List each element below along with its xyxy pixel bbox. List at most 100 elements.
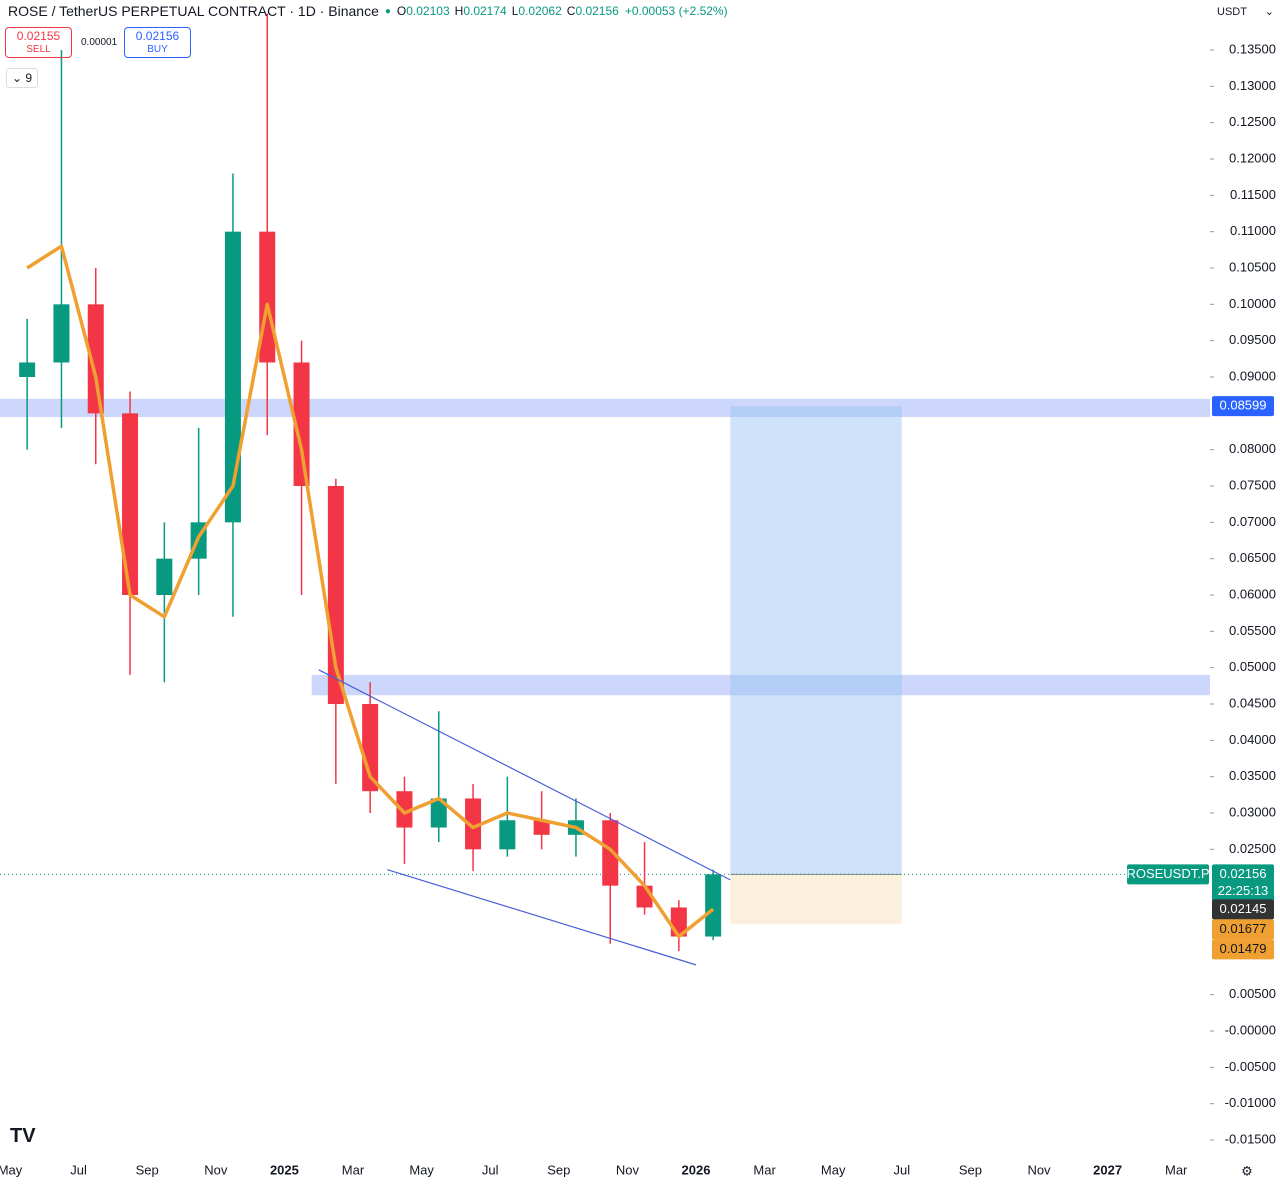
y-tick-label: 0.13000: [1229, 78, 1276, 93]
y-tick-label: 0.08000: [1229, 441, 1276, 456]
buy-button[interactable]: 0.02156 BUY: [124, 27, 191, 58]
candle-body: [499, 820, 516, 850]
chevron: ⌄: [1264, 6, 1274, 18]
trendline: [387, 869, 697, 966]
candle-body: [156, 558, 173, 595]
candle-body: [533, 820, 550, 835]
x-tick-label: Sep: [959, 1162, 982, 1177]
candle-body: [430, 798, 447, 828]
x-tick-label: Sep: [547, 1162, 570, 1177]
x-tick-label: 2026: [682, 1162, 711, 1177]
price-axis: [1210, 0, 1280, 1185]
price-tag: 0.02156: [1220, 866, 1267, 881]
x-tick-label: Mar: [753, 1162, 776, 1177]
y-tick-label: 0.12000: [1229, 150, 1276, 165]
x-tick-label: 2027: [1093, 1162, 1122, 1177]
ohlc-value: 0.02103: [406, 4, 450, 18]
y-tick-label: 0.06000: [1229, 586, 1276, 601]
y-tick-label: 0.10000: [1229, 296, 1276, 311]
ohlc-value: 0.02062: [518, 4, 562, 18]
price-tag-bg: [1212, 864, 1274, 885]
y-tick-label: 0.00500: [1229, 986, 1276, 1001]
sell-button[interactable]: 0.02155 SELL: [5, 27, 72, 58]
stop-area: [730, 874, 902, 925]
logo: TV: [10, 1125, 36, 1147]
target-tag: 0.08599: [1220, 398, 1267, 413]
moving-average: [26, 244, 715, 939]
x-tick-label: Jul: [70, 1162, 87, 1177]
header: ROSE / TetherUS PERPETUAL CONTRACT · 1D …: [8, 3, 728, 19]
y-tick-label: 0.11000: [1230, 223, 1276, 238]
candle-body: [293, 362, 310, 486]
candle-body: [87, 304, 104, 414]
y-tick-label: 0.11500: [1230, 187, 1276, 202]
x-tick-label: 2025: [270, 1162, 299, 1177]
countdown-tag-bg: [1212, 881, 1274, 902]
candle-body: [705, 874, 722, 937]
ma-tag-bg: [1212, 919, 1274, 940]
y-tick-label: 0.10500: [1229, 259, 1276, 274]
symbol-tag: ROSEUSDT.P: [1126, 866, 1209, 881]
candle-body: [122, 413, 139, 595]
candle-body: [53, 304, 70, 363]
currency-select[interactable]: USDT ⌄: [1212, 2, 1278, 22]
x-tick-label: Mar: [1165, 1162, 1188, 1177]
indicator-toggle[interactable]: ⌄ 9: [6, 68, 38, 88]
ohlc-key: O: [396, 4, 407, 18]
symbol[interactable]: ROSE / TetherUS PERPETUAL CONTRACT · 1D …: [8, 3, 379, 19]
y-tick-label: 0.02500: [1229, 841, 1276, 856]
y-tick-label: -0.01500: [1225, 1131, 1276, 1146]
currency: USDT: [1217, 6, 1247, 18]
countdown-tag: 22:25:13: [1218, 883, 1269, 898]
symbol-tag-bg: [1127, 864, 1209, 885]
sell-price: 0.02155: [16, 29, 61, 43]
sell-label: SELL: [26, 44, 51, 55]
y-tick-label: 0.07000: [1229, 514, 1276, 529]
bid-tag: 0.02145: [1220, 901, 1267, 916]
bid-tag-bg: [1212, 899, 1274, 920]
x-tick-label: May: [0, 1162, 23, 1177]
ma-tag: 0.01677: [1220, 921, 1267, 936]
ohlc-key: C: [566, 4, 576, 18]
ohlc-key: L: [511, 4, 519, 18]
y-tick-label: 0.07500: [1229, 477, 1276, 492]
ohlc-value: 0.02174: [463, 4, 507, 18]
x-tick-label: Mar: [342, 1162, 365, 1177]
x-tick-label: Sep: [136, 1162, 159, 1177]
x-tick-label: Jul: [482, 1162, 499, 1177]
x-tick-label: Nov: [204, 1162, 228, 1177]
change: +0.00053 (+2.52%): [624, 4, 728, 18]
y-tick-label: 0.13500: [1229, 41, 1276, 56]
trendline: [318, 669, 731, 881]
x-tick-label: Nov: [616, 1162, 640, 1177]
y-tick-label: 0.09500: [1229, 332, 1276, 347]
y-tick-label: 0.05000: [1229, 659, 1276, 674]
buy-price: 0.02156: [135, 29, 180, 43]
y-tick-label: 0.12500: [1229, 114, 1276, 129]
x-tick-label: Nov: [1027, 1162, 1051, 1177]
candle-body: [602, 820, 619, 886]
y-tick-label: -0.00500: [1225, 1059, 1276, 1074]
buy-label: BUY: [147, 44, 168, 55]
candle-body: [465, 798, 482, 850]
ohlc: O 0.02103 H 0.02174 L 0.02062 C 0.02156: [397, 4, 619, 18]
target-tag-bg: [1212, 396, 1274, 417]
target-area: [730, 406, 902, 875]
candle-body: [224, 231, 241, 523]
y-tick-label: 0.03000: [1229, 804, 1276, 819]
ma2-tag: 0.01479: [1220, 941, 1267, 956]
y-tick-label: 0.04500: [1229, 695, 1276, 710]
settings-icon: ⚙: [1241, 1163, 1253, 1178]
ohlc-value: 0.02156: [575, 4, 619, 18]
candle-body: [19, 362, 36, 377]
y-tick-label: 0.05500: [1229, 623, 1276, 638]
y-tick-label: 0.04000: [1229, 732, 1276, 747]
y-tick-label: 0.03500: [1229, 768, 1276, 783]
ma2-tag-bg: [1212, 939, 1274, 960]
x-tick-label: Jul: [893, 1162, 910, 1177]
ohlc-key: H: [454, 4, 464, 18]
x-tick-label: May: [821, 1162, 846, 1177]
y-tick-label: 0.09000: [1229, 368, 1276, 383]
